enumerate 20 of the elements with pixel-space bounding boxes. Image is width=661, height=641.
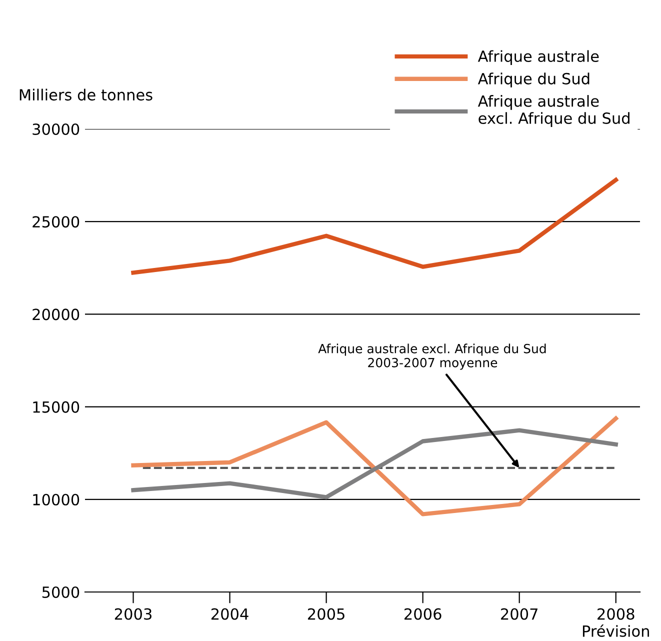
y-tick-label: 5000: [42, 586, 80, 598]
y-tick-label: 10000: [33, 494, 80, 506]
x-tick-label: 2006: [404, 608, 442, 620]
x-tick-label: 2008 Prévision: [582, 608, 649, 637]
legend-label: Afrique du Sud: [478, 72, 590, 88]
line-series: [131, 178, 618, 275]
y-tick-label: 30000: [32, 123, 80, 136]
y-axis-title: Milliers de tonnes: [20, 88, 152, 101]
x-tick-label: 2003: [114, 608, 152, 620]
x-tick-label: 2004: [211, 608, 248, 620]
annotation: Afrique australe excl. Afrique du Sud 2003-2007 moyenne: [318, 344, 546, 370]
line-series: [131, 428, 618, 500]
y-tick-label: 20000: [32, 308, 80, 320]
x-tick-label: 2007: [501, 608, 538, 620]
x-tick-label: 2005: [308, 608, 344, 620]
legend-label: Afrique australe: [478, 50, 599, 65]
legend-label: Afrique australe excl. Afrique du Sud: [478, 95, 630, 127]
line-series: [131, 416, 618, 516]
y-tick-label: 25000: [32, 216, 80, 228]
y-tick-label: 15000: [33, 401, 80, 413]
